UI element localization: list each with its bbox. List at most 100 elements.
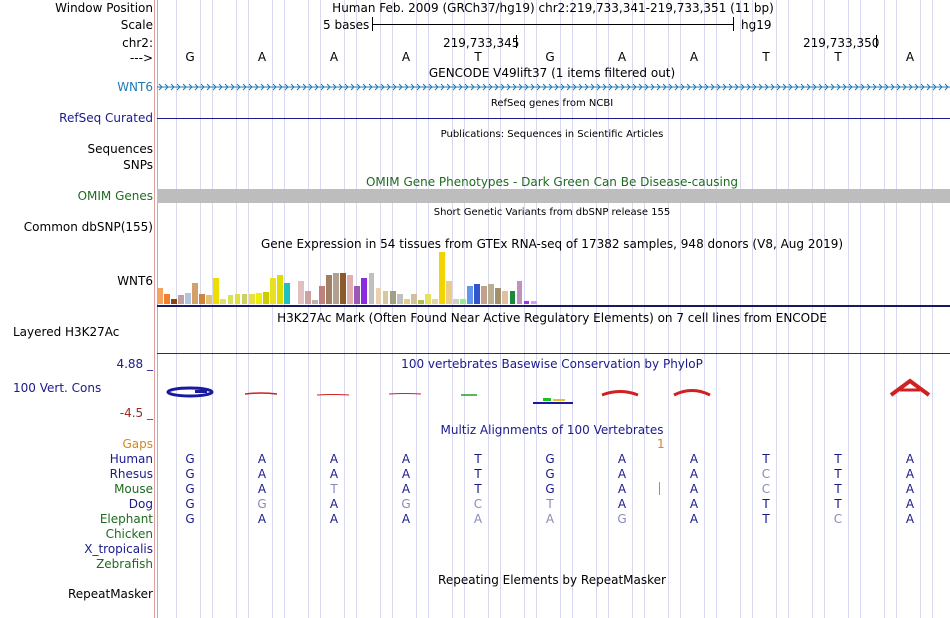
grid-line bbox=[920, 0, 921, 618]
grid-line bbox=[157, 0, 158, 618]
gtex-tissue-bar[interactable] bbox=[199, 294, 206, 304]
gtex-tissue-bar[interactable] bbox=[262, 292, 269, 304]
gtex-tissue-bar[interactable] bbox=[446, 281, 452, 304]
gtex-tissue-bar[interactable] bbox=[439, 252, 445, 304]
strand-chevron bbox=[470, 83, 475, 91]
gtex-tissue-bar[interactable] bbox=[185, 293, 192, 304]
strand-chevron bbox=[776, 83, 781, 91]
track-label-repeatmasker[interactable]: RepeatMasker bbox=[67, 587, 153, 601]
grid-line bbox=[560, 0, 561, 618]
gtex-tissue-bar[interactable] bbox=[290, 296, 297, 304]
gtex-tissue-bar[interactable] bbox=[431, 299, 438, 304]
strand-chevron bbox=[314, 83, 319, 91]
gtex-tissue-bar[interactable] bbox=[481, 286, 488, 304]
gtex-tissue-bar[interactable] bbox=[460, 299, 467, 304]
gtex-tissue-bar[interactable] bbox=[255, 293, 262, 304]
gtex-tissue-bar[interactable] bbox=[312, 300, 318, 304]
grid-line bbox=[428, 0, 429, 618]
track-label-snps[interactable]: SNPs bbox=[123, 158, 153, 172]
gtex-tissue-bar[interactable] bbox=[488, 284, 495, 304]
gtex-tissue-bar[interactable] bbox=[467, 286, 474, 304]
gtex-tissue-bar[interactable] bbox=[269, 278, 276, 304]
grid-line bbox=[536, 0, 537, 618]
species-label-rhesus[interactable]: Rhesus bbox=[109, 467, 153, 481]
species-label-x_tropicalis[interactable]: X_tropicalis bbox=[84, 542, 153, 556]
species-label-elephant[interactable]: Elephant bbox=[99, 512, 153, 526]
gtex-tissue-bar[interactable] bbox=[298, 281, 304, 304]
gtex-tissue-bar[interactable] bbox=[248, 294, 255, 304]
strand-chevron bbox=[746, 83, 751, 91]
gtex-tissue-bar[interactable] bbox=[326, 275, 333, 304]
track-label-dbsnp[interactable]: Common dbSNP(155) bbox=[23, 220, 153, 234]
gtex-tissue-bar[interactable] bbox=[234, 294, 241, 304]
grid-line bbox=[488, 0, 489, 618]
strand-chevron bbox=[782, 83, 787, 91]
strand-chevron bbox=[536, 83, 541, 91]
gtex-tissue-bar[interactable] bbox=[403, 299, 410, 304]
gtex-tissue-bar[interactable] bbox=[509, 291, 516, 304]
gtex-tissue-bar[interactable] bbox=[340, 273, 347, 304]
strand-chevron bbox=[464, 83, 469, 91]
gtex-tissue-bar[interactable] bbox=[389, 291, 396, 304]
species-label-mouse[interactable]: Mouse bbox=[114, 482, 153, 496]
gtex-tissue-bar[interactable] bbox=[319, 286, 326, 304]
species-label-zebrafish[interactable]: Zebrafish bbox=[96, 557, 153, 571]
species-label-chicken[interactable]: Chicken bbox=[105, 527, 153, 541]
track-label-omim[interactable]: OMIM Genes bbox=[77, 189, 153, 203]
gtex-tissue-bar[interactable] bbox=[227, 295, 234, 304]
grid-line bbox=[740, 0, 741, 618]
gtex-tissue-bar[interactable] bbox=[213, 278, 220, 304]
gtex-tissue-bar[interactable] bbox=[241, 294, 248, 304]
gtex-tissue-bar[interactable] bbox=[417, 300, 424, 304]
gtex-tissue-bar[interactable] bbox=[157, 288, 163, 304]
refseq-gene-line[interactable] bbox=[157, 118, 950, 119]
gtex-tissue-bar[interactable] bbox=[410, 294, 417, 304]
grid-line bbox=[344, 0, 345, 618]
gtex-tissue-bar[interactable] bbox=[192, 283, 199, 304]
gtex-tissue-bar[interactable] bbox=[495, 288, 502, 304]
gtex-tissue-bar[interactable] bbox=[206, 295, 213, 304]
gtex-tissue-bar[interactable] bbox=[453, 299, 459, 304]
gtex-tissue-bar[interactable] bbox=[424, 294, 431, 304]
track-label-h3k27ac[interactable]: Layered H3K27Ac bbox=[13, 325, 120, 339]
gtex-tissue-bar[interactable] bbox=[396, 294, 403, 304]
gtex-tissue-bar[interactable] bbox=[283, 283, 290, 304]
gtex-tissue-bar[interactable] bbox=[333, 273, 340, 304]
strand-chevron bbox=[548, 83, 553, 91]
omim-gene-bar[interactable] bbox=[157, 189, 950, 203]
gtex-tissue-bar[interactable] bbox=[164, 294, 170, 304]
gtex-tissue-bar[interactable] bbox=[502, 291, 509, 304]
gtex-tissue-bar[interactable] bbox=[171, 299, 177, 304]
gtex-tissue-bar[interactable] bbox=[523, 301, 530, 304]
gtex-tissue-bar[interactable] bbox=[347, 275, 354, 304]
track-label-phylop[interactable]: 100 Vert. Cons bbox=[13, 381, 102, 395]
species-label-human[interactable]: Human bbox=[109, 452, 153, 466]
gtex-tissue-bar[interactable] bbox=[516, 281, 523, 304]
gtex-tissue-bar[interactable] bbox=[354, 286, 361, 304]
track-label-refseq[interactable]: RefSeq Curated bbox=[59, 111, 153, 125]
species-label-dog[interactable]: Dog bbox=[128, 497, 153, 511]
track-label-gaps[interactable]: Gaps bbox=[122, 437, 153, 451]
gtex-tissue-bar[interactable] bbox=[530, 301, 537, 304]
gtex-tissue-bar[interactable] bbox=[178, 295, 185, 304]
strand-chevron bbox=[908, 83, 913, 91]
track-label-gencode[interactable]: WNT6 bbox=[117, 80, 153, 94]
strand-chevron bbox=[794, 83, 799, 91]
gtex-tissue-bar[interactable] bbox=[305, 291, 311, 304]
track-label-gtex[interactable]: WNT6 bbox=[117, 274, 153, 288]
gtex-tissue-bar[interactable] bbox=[382, 291, 389, 304]
gtex-tissue-bar[interactable] bbox=[368, 273, 375, 304]
alignment-base: A bbox=[689, 497, 699, 511]
gtex-tissue-bar[interactable] bbox=[276, 275, 283, 304]
track-label-sequences[interactable]: Sequences bbox=[87, 142, 153, 156]
gtex-tissue-bar[interactable] bbox=[474, 284, 481, 304]
strand-chevron bbox=[626, 83, 631, 91]
strand-chevron bbox=[590, 83, 595, 91]
gtex-bar-chart[interactable] bbox=[157, 252, 537, 304]
gtex-tissue-bar[interactable] bbox=[220, 299, 227, 304]
phylop-logo[interactable] bbox=[157, 375, 950, 410]
gtex-tissue-bar[interactable] bbox=[375, 288, 382, 304]
gencode-gene-wnt6[interactable] bbox=[157, 82, 950, 92]
gtex-tissue-bar[interactable] bbox=[361, 278, 368, 304]
